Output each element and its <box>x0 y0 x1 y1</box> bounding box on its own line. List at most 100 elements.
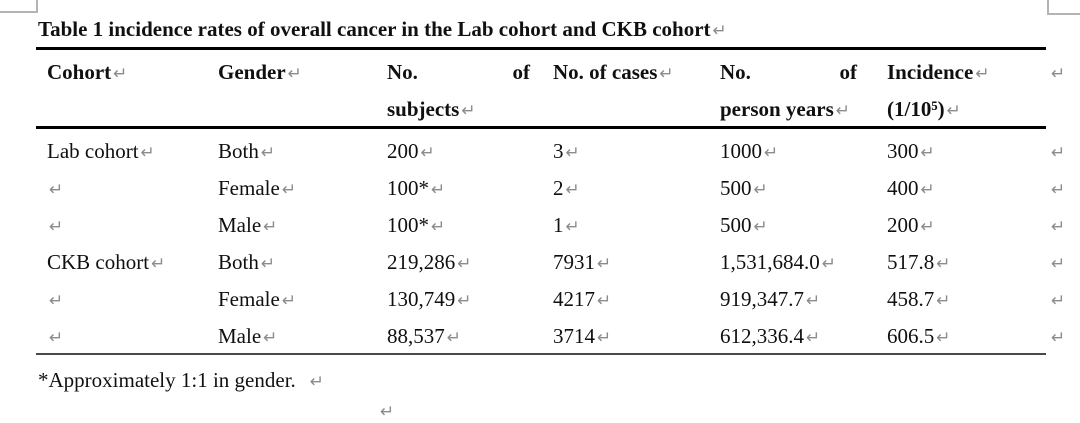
cell-mark-icon: ↵ <box>446 328 461 348</box>
header-subjects-line2: subjects ↵ <box>387 97 476 121</box>
cell-mark-icon: ↵ <box>431 180 446 200</box>
cell-gender: Both ↵ <box>218 139 276 163</box>
table-bottom-border <box>36 353 1046 355</box>
row-end-mark: ↵ <box>1049 318 1065 357</box>
cell-mark-icon: ↵ <box>260 143 276 163</box>
cell-cases: 2 ↵ <box>553 176 580 200</box>
cell-mark-icon: ↵ <box>461 101 476 121</box>
cell-mark-icon: ↵ <box>457 254 472 274</box>
table-caption-text: Table 1 incidence rates of overall cance… <box>38 17 711 41</box>
cell-mark-icon: ↵ <box>287 64 302 84</box>
row-end-mark: ↵ <box>1049 281 1065 320</box>
cell-subjects: 130,749 ↵ <box>387 287 472 311</box>
cell-mark-icon: ↵ <box>260 254 276 274</box>
table-header-border <box>36 126 1046 129</box>
cell-gender: Both ↵ <box>218 250 276 274</box>
table-top-border <box>36 47 1046 50</box>
cell-person-years: 612,336.4 ↵ <box>720 324 821 348</box>
header-cohort: Cohort ↵ <box>47 60 128 84</box>
cell-mark-icon: ↵ <box>49 180 64 200</box>
table-footnote: *Approximately 1:1 in gender. ↵ <box>38 362 324 401</box>
cell-mark-icon: ↵ <box>263 217 278 237</box>
row-mark-icon: ↵ <box>1051 217 1066 237</box>
row-mark-icon: ↵ <box>1051 64 1066 84</box>
cell-mark-icon: ↵ <box>936 328 951 348</box>
cell-mark-icon: ↵ <box>140 143 155 163</box>
cell-gender: Female ↵ <box>218 287 297 311</box>
cell-incidence: 517.8 ↵ <box>887 250 951 274</box>
cell-cases: 3 ↵ <box>553 139 580 163</box>
cell-mark-icon: ↵ <box>431 217 446 237</box>
cell-mark-icon: ↵ <box>151 254 166 274</box>
footnote-text: *Approximately 1:1 in gender. <box>38 368 296 392</box>
row-end-mark: ↵ <box>1049 244 1065 283</box>
row-mark-icon: ↵ <box>1051 180 1066 200</box>
cell-mark-icon: ↵ <box>457 291 472 311</box>
cell-subjects: 100* ↵ <box>387 176 446 200</box>
cell-mark-icon: ↵ <box>753 217 768 237</box>
cell-gender: Male ↵ <box>218 213 278 237</box>
header-person-years-line1: No. of <box>720 60 857 84</box>
cell-subjects: 88,537 ↵ <box>387 324 461 348</box>
row-mark-icon: ↵ <box>1051 328 1066 348</box>
cell-mark-icon: ↵ <box>806 291 821 311</box>
cell-mark-icon: ↵ <box>565 143 580 163</box>
paragraph-mark-icon: ↵ <box>712 21 727 41</box>
cell-mark-icon: ↵ <box>920 180 935 200</box>
cell-person-years: 500 ↵ <box>720 213 768 237</box>
cell-incidence: 458.7 ↵ <box>887 287 951 311</box>
cell-cases: 1 ↵ <box>553 213 580 237</box>
cell-mark-icon: ↵ <box>281 291 297 311</box>
header-gender: Gender ↵ <box>218 60 302 84</box>
cell-cases: 3714 ↵ <box>553 324 612 348</box>
table-caption: Table 1 incidence rates of overall cance… <box>38 14 727 46</box>
cell-incidence: 300 ↵ <box>887 139 935 163</box>
row-end-mark: ↵ <box>1049 207 1065 246</box>
cell-cases: 7931 ↵ <box>553 250 612 274</box>
cell-cohort: Lab cohort ↵ <box>47 139 155 163</box>
cell-mark-icon: ↵ <box>565 180 580 200</box>
paragraph-mark-icon: ↵ <box>309 372 325 392</box>
cell-cohort: ↵ <box>47 207 63 246</box>
cell-mark-icon: ↵ <box>936 291 951 311</box>
cell-mark-icon: ↵ <box>597 254 612 274</box>
cell-person-years: 1000 ↵ <box>720 139 779 163</box>
cell-mark-icon: ↵ <box>281 180 297 200</box>
header-incidence-line2: (1/10⁵) ↵ <box>887 97 961 121</box>
cell-person-years: 919,347.7 ↵ <box>720 287 821 311</box>
cell-person-years: 1,531,684.0 ↵ <box>720 250 836 274</box>
cell-mark-icon: ↵ <box>597 328 612 348</box>
cell-mark-icon: ↵ <box>835 101 850 121</box>
cell-incidence: 200 ↵ <box>887 213 935 237</box>
cell-cohort: CKB cohort ↵ <box>47 250 166 274</box>
cell-cohort: ↵ <box>47 281 63 320</box>
cell-mark-icon: ↵ <box>49 328 64 348</box>
empty-paragraph-mark: ↵ <box>378 392 394 423</box>
cell-mark-icon: ↵ <box>659 64 674 84</box>
cell-person-years: 500 ↵ <box>720 176 768 200</box>
cell-incidence: 400 ↵ <box>887 176 935 200</box>
row-end-mark: ↵ <box>1049 170 1065 209</box>
cell-gender: Male ↵ <box>218 324 278 348</box>
cell-mark-icon: ↵ <box>753 180 768 200</box>
row-mark-icon: ↵ <box>1051 291 1066 311</box>
header-subjects-line1: No. of <box>387 60 530 84</box>
header-incidence-line1: Incidence ↵ <box>887 60 990 84</box>
row-end-mark: ↵ <box>1049 133 1065 172</box>
cell-mark-icon: ↵ <box>920 217 935 237</box>
row-end-mark: ↵ <box>1049 54 1065 93</box>
cell-mark-icon: ↵ <box>113 64 128 84</box>
cell-mark-icon: ↵ <box>936 254 951 274</box>
cell-mark-icon: ↵ <box>49 291 64 311</box>
top-right-corner-fragment <box>1047 0 1080 15</box>
cell-cohort: ↵ <box>47 318 63 357</box>
cell-mark-icon: ↵ <box>920 143 935 163</box>
cell-mark-icon: ↵ <box>597 291 612 311</box>
cell-gender: Female ↵ <box>218 176 297 200</box>
cell-mark-icon: ↵ <box>975 64 990 84</box>
cell-subjects: 219,286 ↵ <box>387 250 472 274</box>
cell-mark-icon: ↵ <box>263 328 278 348</box>
cell-mark-icon: ↵ <box>49 217 64 237</box>
cell-mark-icon: ↵ <box>420 143 435 163</box>
